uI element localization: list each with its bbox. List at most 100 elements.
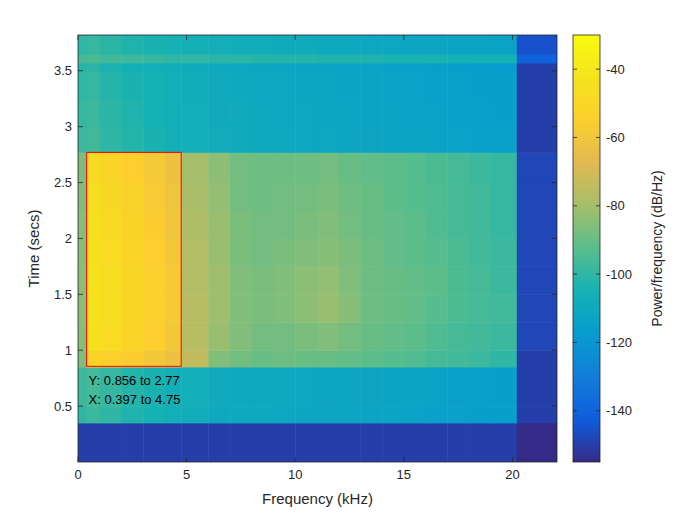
x-tick — [186, 457, 187, 462]
heat-cell — [100, 35, 122, 55]
colorbar-tick-left — [573, 342, 577, 343]
heat-cell — [230, 35, 252, 55]
heat-cell — [143, 406, 165, 423]
heat-cell — [517, 99, 557, 127]
axes-frame — [78, 35, 557, 462]
heat-cell — [447, 35, 469, 55]
heat-cell — [100, 423, 122, 462]
heat-cell — [404, 152, 426, 183]
x-tick-top — [403, 35, 404, 40]
heat-cell — [165, 350, 182, 367]
heat-cell — [360, 63, 382, 71]
heat-cell — [252, 183, 274, 211]
heat-cell — [274, 183, 296, 211]
heat-cell — [230, 350, 252, 367]
heat-cell — [87, 350, 101, 367]
heat-cell — [208, 99, 230, 127]
heat-cell — [274, 423, 296, 462]
heat-cell — [230, 99, 252, 127]
heat-cell — [274, 35, 296, 55]
heat-cell — [100, 294, 122, 322]
colorbar-tick — [596, 274, 600, 275]
heat-cell — [143, 54, 165, 63]
heat-cell — [165, 35, 182, 55]
heat-cell — [382, 183, 404, 211]
heat-cell — [317, 183, 339, 211]
heat-cell — [426, 350, 448, 367]
y-tick-right — [552, 126, 557, 127]
heat-cell — [87, 54, 101, 63]
heat-cell — [404, 35, 426, 55]
heat-cell — [230, 423, 252, 462]
colorbar-tick-label: -80 — [606, 198, 625, 213]
y-tick-label: 2 — [65, 231, 72, 246]
heat-cell — [517, 152, 557, 183]
heat-cell — [78, 294, 87, 322]
colorbar-tick — [596, 410, 600, 411]
y-tick-label: 1 — [65, 343, 72, 358]
heat-cell — [317, 127, 339, 153]
heat-cell — [78, 152, 87, 183]
heat-cell — [360, 294, 382, 322]
heat-cell — [447, 322, 469, 350]
heat-cell — [121, 406, 143, 423]
heat-cell — [252, 266, 274, 294]
heat-cell — [517, 367, 557, 407]
heat-cell — [295, 152, 317, 183]
heat-cell — [404, 322, 426, 350]
heat-cell — [165, 152, 182, 183]
heat-cell — [295, 63, 317, 71]
heat-cell — [360, 152, 382, 183]
colorbar-tick-left — [573, 205, 577, 206]
heat-cell — [339, 367, 361, 407]
heat-cell — [100, 99, 122, 127]
colorbar-tick-label: -100 — [606, 267, 632, 282]
heat-cell — [360, 54, 382, 63]
x-tick — [403, 457, 404, 462]
heat-cell — [208, 294, 230, 322]
heat-cell — [252, 54, 274, 63]
heat-cell — [491, 152, 518, 183]
heat-cell — [382, 266, 404, 294]
heat-cell — [87, 152, 101, 183]
heat-cell — [87, 71, 101, 99]
heat-cell — [78, 266, 87, 294]
y-tick — [78, 350, 83, 351]
heat-cell — [181, 406, 209, 423]
heat-cell — [382, 210, 404, 238]
heat-cell — [447, 266, 469, 294]
heat-cell — [447, 210, 469, 238]
heat-cell — [143, 71, 165, 99]
heat-cell — [181, 294, 209, 322]
heat-cell — [491, 99, 518, 127]
heat-cell — [78, 35, 87, 55]
heat-cell — [143, 210, 165, 238]
annotation-label: X: 0.397 to 4.75 — [89, 392, 181, 407]
heat-cell — [447, 423, 469, 462]
heat-cell — [517, 127, 557, 153]
heat-cell — [87, 99, 101, 127]
heat-cell — [317, 322, 339, 350]
heat-cell — [274, 238, 296, 266]
heat-cell — [165, 71, 182, 99]
heat-cell — [230, 406, 252, 423]
heat-cell — [447, 367, 469, 407]
heat-cell — [295, 294, 317, 322]
heat-cell — [517, 210, 557, 238]
heat-cell — [382, 294, 404, 322]
heat-cell — [404, 294, 426, 322]
heat-cell — [382, 63, 404, 71]
heat-cell — [339, 406, 361, 423]
x-tick — [78, 457, 79, 462]
heat-cell — [517, 266, 557, 294]
heat-cell — [295, 238, 317, 266]
heat-cell — [252, 152, 274, 183]
heat-cell — [491, 54, 518, 63]
y-tick — [78, 238, 83, 239]
heat-cell — [274, 294, 296, 322]
heat-cell — [339, 54, 361, 63]
heat-cell — [339, 152, 361, 183]
heat-cell — [295, 35, 317, 55]
heat-cell — [252, 63, 274, 71]
heat-cell — [360, 35, 382, 55]
